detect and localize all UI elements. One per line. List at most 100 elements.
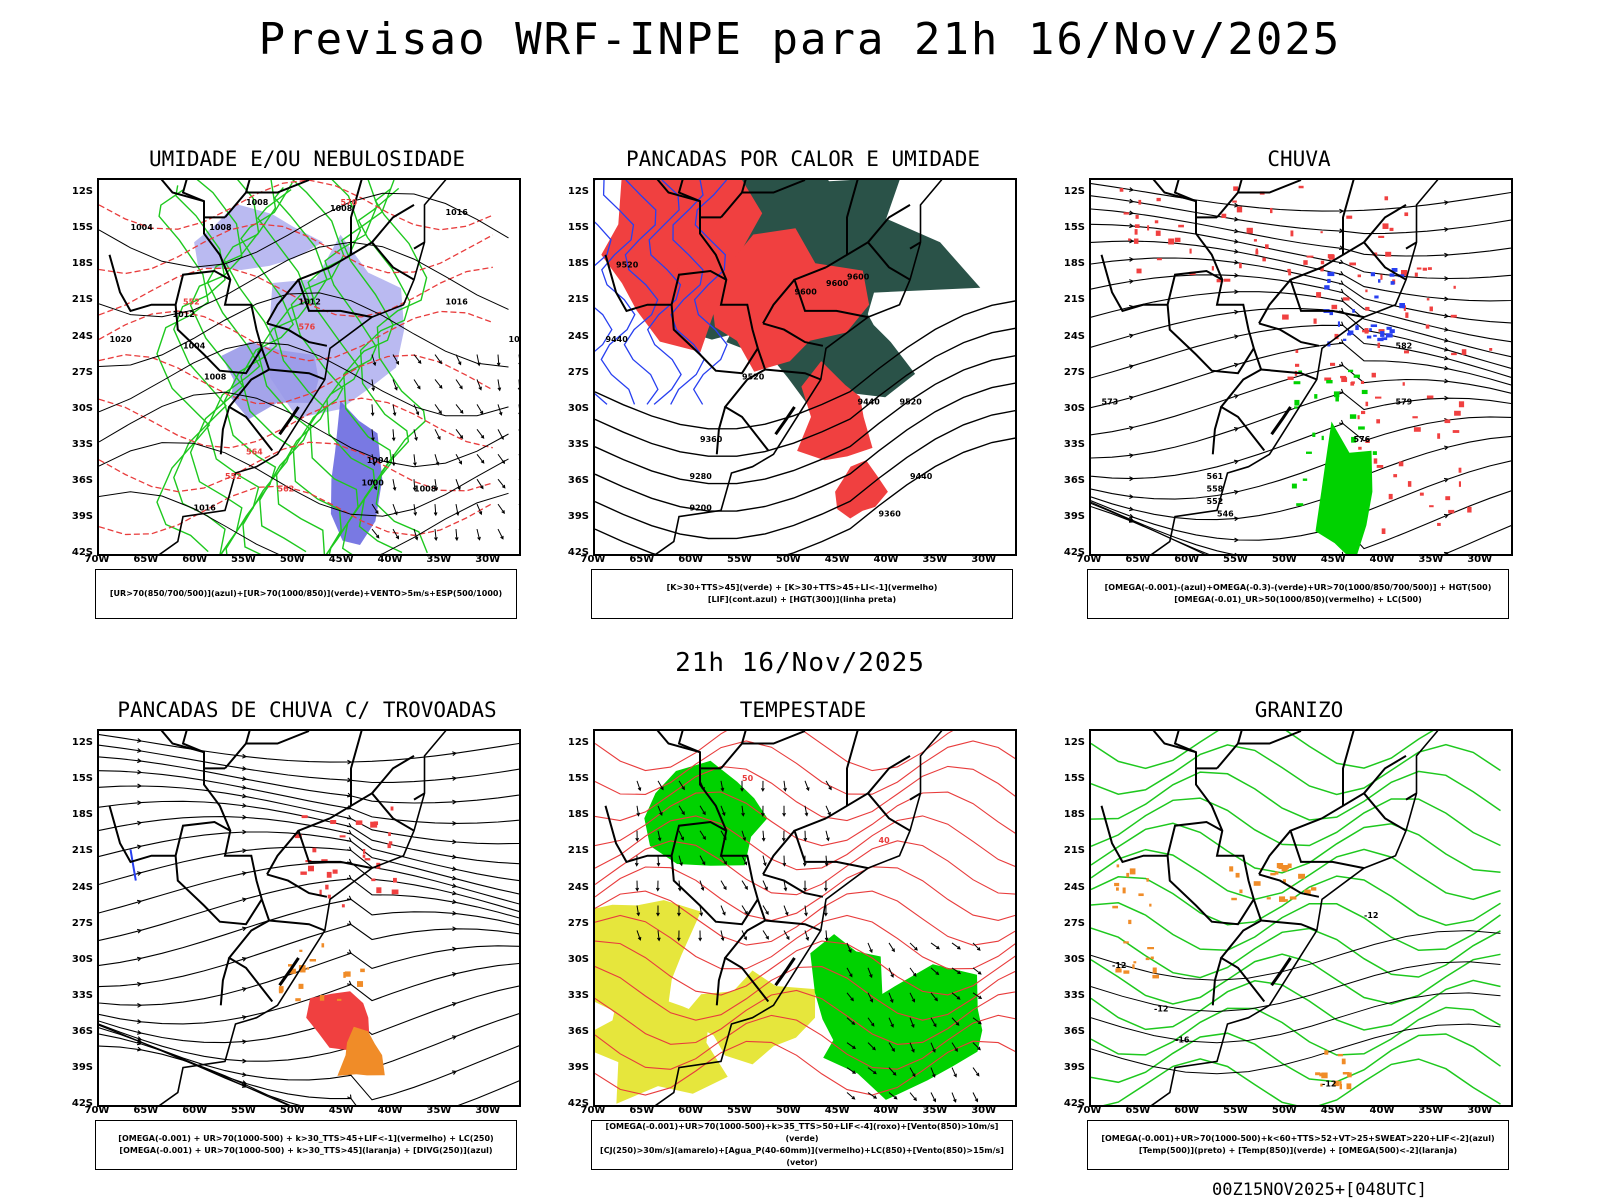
streamline xyxy=(99,800,519,865)
pressure-isobar xyxy=(99,491,509,554)
wind-vector xyxy=(676,930,681,942)
latitude-label: 15S xyxy=(71,773,93,785)
longitude-label: 50W xyxy=(1271,1105,1297,1116)
rain-fill-red xyxy=(1134,238,1139,244)
latitude-label: 30S xyxy=(71,953,93,965)
longitude-label: 40W xyxy=(873,1105,899,1116)
streamline-arrow xyxy=(137,981,143,987)
streamline-arrow xyxy=(346,949,352,954)
rain-fill-green xyxy=(1315,421,1373,554)
rain-fill-red xyxy=(1398,461,1404,467)
rain-fill-red xyxy=(1458,481,1461,487)
omega-fill-orange xyxy=(1138,893,1144,897)
panel-title: CHUVA xyxy=(1267,147,1331,171)
streamline-arrow xyxy=(241,1081,248,1086)
wind-vector xyxy=(888,1092,898,1100)
longitude-label: 50W xyxy=(1271,554,1297,565)
rain-fill-red xyxy=(1341,377,1348,383)
legend-box: [OMEGA(-0.001)-(azul)+OMEGA(-0.3)-(verde… xyxy=(1087,569,1509,619)
streamline-arrow xyxy=(1233,394,1240,399)
rain-fill-red xyxy=(1295,349,1299,353)
omega-fill-orange xyxy=(1133,961,1137,964)
contour-label: 1000 xyxy=(362,478,385,487)
contour-label: 1008 xyxy=(330,204,353,213)
rain-fill-green xyxy=(1294,406,1298,409)
longitude-label: 55W xyxy=(1223,554,1248,565)
wind-vector xyxy=(951,942,961,950)
streamline-arrow xyxy=(1444,276,1450,281)
thunderstorm-fill-orange xyxy=(278,988,283,994)
wind-vector xyxy=(804,805,809,817)
thunderstorm-fill-red xyxy=(388,832,391,837)
streamline-arrow xyxy=(136,928,143,934)
rain-fill-blue xyxy=(1378,279,1381,283)
state-border xyxy=(266,830,300,875)
omega-fill-orange xyxy=(1311,887,1317,891)
rain-fill-red xyxy=(1414,272,1418,277)
latitude-label: 27S xyxy=(71,366,93,378)
longitude-label: 50W xyxy=(279,554,305,565)
thunderstorm-fill-red xyxy=(319,889,322,896)
wind-vector xyxy=(656,930,661,942)
state-border xyxy=(1258,322,1320,347)
streamline-arrow xyxy=(242,1015,248,1020)
contour-label: 40 xyxy=(879,836,891,845)
longitude-label: 70W xyxy=(1076,1105,1102,1116)
streamline-arrow xyxy=(242,753,248,759)
wind-vector xyxy=(846,1042,857,1050)
latitude-label: 42S xyxy=(71,547,93,559)
wind-vector xyxy=(433,504,438,517)
legend-line: [OMEGA(-0.01)_UR>50(1000/850)(vermelho) … xyxy=(1174,595,1422,604)
wind-vector xyxy=(930,1017,937,1028)
rain-fill-red xyxy=(1426,298,1430,301)
wind-vector xyxy=(930,992,938,1002)
thunderstorm-fill-red xyxy=(308,865,314,872)
wind-vector xyxy=(781,830,786,842)
wind-vector xyxy=(392,379,398,391)
thunderstorm-fill-orange xyxy=(319,995,325,1001)
wind-vector xyxy=(762,880,768,891)
streamline-arrow xyxy=(1338,288,1344,294)
thunderstorm-fill-red xyxy=(300,871,307,875)
latitude-label: 15S xyxy=(567,222,589,234)
thunderstorm-fill-red xyxy=(371,878,376,882)
wind-vector xyxy=(476,429,485,439)
streamline-arrow xyxy=(137,769,143,775)
streamline-arrow xyxy=(137,758,143,764)
streamline-arrow xyxy=(452,821,458,826)
omega-fill-orange xyxy=(1239,889,1243,894)
wind-vector xyxy=(413,504,418,517)
wind-vector xyxy=(497,503,505,514)
streamline-arrow xyxy=(451,1035,458,1040)
streamline-arrow xyxy=(136,1038,143,1044)
rain-fill-red xyxy=(1287,376,1294,380)
thunderstorm-fill-orange xyxy=(337,998,342,1001)
state-border xyxy=(160,731,205,769)
longitude-label: 30W xyxy=(971,554,997,565)
streamline-arrow xyxy=(1233,459,1240,465)
wind-vector xyxy=(434,379,443,389)
latitude-label: 21S xyxy=(71,845,93,857)
geopotential-height-line xyxy=(595,409,1015,540)
rain-fill-red xyxy=(1445,496,1451,501)
rain-fill-green xyxy=(1321,435,1324,441)
wind-vector xyxy=(635,880,640,892)
map-frame xyxy=(97,729,521,1107)
state-border xyxy=(108,254,176,313)
wind-vector xyxy=(783,930,790,941)
streamline-arrow xyxy=(242,814,248,820)
state-border xyxy=(867,755,911,794)
longitude-label: 70W xyxy=(84,554,110,565)
panel-title: GRANIZO xyxy=(1254,698,1344,722)
streamline xyxy=(99,898,519,966)
latitude-label: 18S xyxy=(567,258,589,270)
rain-fill-red xyxy=(1422,267,1427,271)
state-border xyxy=(181,731,205,754)
omega-fill-orange xyxy=(1122,887,1126,894)
rain-fill-red xyxy=(1330,362,1336,366)
omega-fill-orange xyxy=(1320,1083,1323,1087)
pressure-isobar xyxy=(99,391,509,468)
thickness-contour xyxy=(99,266,493,318)
temperature-850-contour xyxy=(1091,822,1501,874)
wind-vector xyxy=(846,992,854,1002)
